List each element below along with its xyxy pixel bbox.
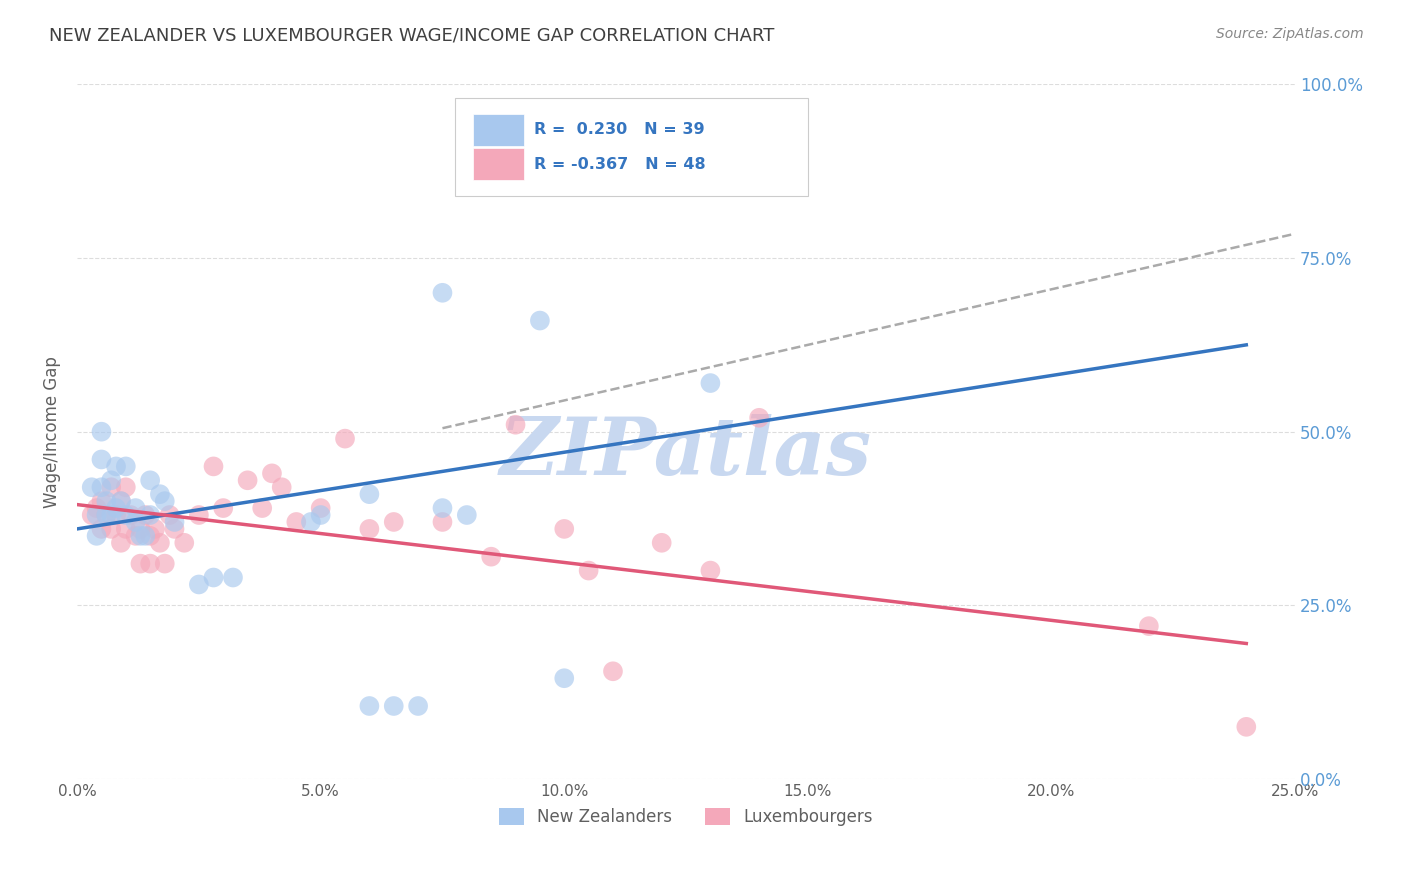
Point (114, 480, 136, 494)
Point (143, 522, 166, 536)
Point (110, 494, 132, 508)
Point (250, 501, 273, 516)
Point (309, 501, 332, 516)
FancyBboxPatch shape (454, 98, 808, 195)
Point (432, 501, 454, 516)
FancyBboxPatch shape (472, 113, 524, 145)
Point (129, 557, 152, 571)
Text: R = -0.367   N = 48: R = -0.367 N = 48 (534, 157, 706, 172)
Point (553, 522, 575, 536)
Point (120, 508, 142, 522)
Text: NEW ZEALANDER VS LUXEMBOURGER WAGE/INCOME GAP CORRELATION CHART: NEW ZEALANDER VS LUXEMBOURGER WAGE/INCOM… (49, 27, 775, 45)
Point (236, 473, 259, 487)
Point (96, 494, 118, 508)
Point (86, 529, 108, 543)
Point (96, 508, 118, 522)
Point (105, 501, 128, 516)
Point (578, 564, 600, 578)
Point (114, 522, 136, 536)
Point (153, 494, 176, 508)
Point (105, 459, 128, 474)
Point (406, 698, 429, 713)
Y-axis label: Wage/Income Gap: Wage/Income Gap (44, 356, 60, 508)
Point (222, 570, 245, 584)
Point (80, 508, 103, 522)
Point (163, 522, 186, 536)
Point (202, 459, 225, 474)
Point (456, 508, 478, 522)
Point (432, 285, 454, 300)
Point (90, 425, 112, 439)
Point (105, 508, 128, 522)
Point (124, 501, 146, 516)
Point (100, 480, 122, 494)
Point (270, 480, 292, 494)
Point (699, 376, 721, 390)
Point (100, 508, 122, 522)
Point (479, 549, 502, 564)
Point (359, 522, 381, 536)
Point (651, 536, 673, 550)
Point (602, 665, 624, 679)
Point (187, 508, 209, 522)
FancyBboxPatch shape (472, 148, 524, 180)
Point (260, 467, 283, 481)
Point (86, 501, 108, 516)
Point (139, 529, 162, 543)
Point (90, 522, 112, 536)
Point (699, 564, 721, 578)
Point (333, 432, 356, 446)
Point (110, 536, 132, 550)
Point (299, 515, 322, 529)
Point (90, 452, 112, 467)
Point (124, 515, 146, 529)
Text: Source: ZipAtlas.com: Source: ZipAtlas.com (1216, 27, 1364, 41)
Point (382, 698, 405, 713)
Text: ZIPatlas: ZIPatlas (501, 414, 872, 491)
Point (134, 529, 156, 543)
Point (134, 508, 156, 522)
Point (149, 487, 172, 501)
Point (110, 494, 132, 508)
Point (285, 515, 308, 529)
Point (100, 473, 122, 487)
Point (114, 508, 136, 522)
Legend: New Zealanders, Luxembourgers: New Zealanders, Luxembourgers (492, 802, 880, 833)
Point (553, 671, 575, 685)
Point (159, 508, 181, 522)
Point (129, 522, 152, 536)
Point (90, 480, 112, 494)
Point (187, 577, 209, 591)
Point (96, 508, 118, 522)
Point (149, 536, 172, 550)
Point (124, 529, 146, 543)
Point (359, 487, 381, 501)
Point (114, 459, 136, 474)
Point (86, 508, 108, 522)
Point (382, 515, 405, 529)
Text: R =  0.230   N = 39: R = 0.230 N = 39 (534, 122, 704, 137)
Point (309, 508, 332, 522)
Point (748, 410, 770, 425)
Point (129, 529, 152, 543)
Point (359, 698, 381, 713)
Point (1137, 619, 1160, 633)
Point (90, 494, 112, 508)
Point (529, 313, 551, 327)
Point (139, 473, 162, 487)
Point (80, 480, 103, 494)
Point (212, 501, 235, 516)
Point (173, 536, 195, 550)
Point (139, 557, 162, 571)
Point (153, 557, 176, 571)
Point (432, 515, 454, 529)
Point (139, 508, 162, 522)
Point (163, 515, 186, 529)
Point (100, 522, 122, 536)
Point (202, 570, 225, 584)
Point (505, 417, 527, 432)
Point (1234, 720, 1257, 734)
